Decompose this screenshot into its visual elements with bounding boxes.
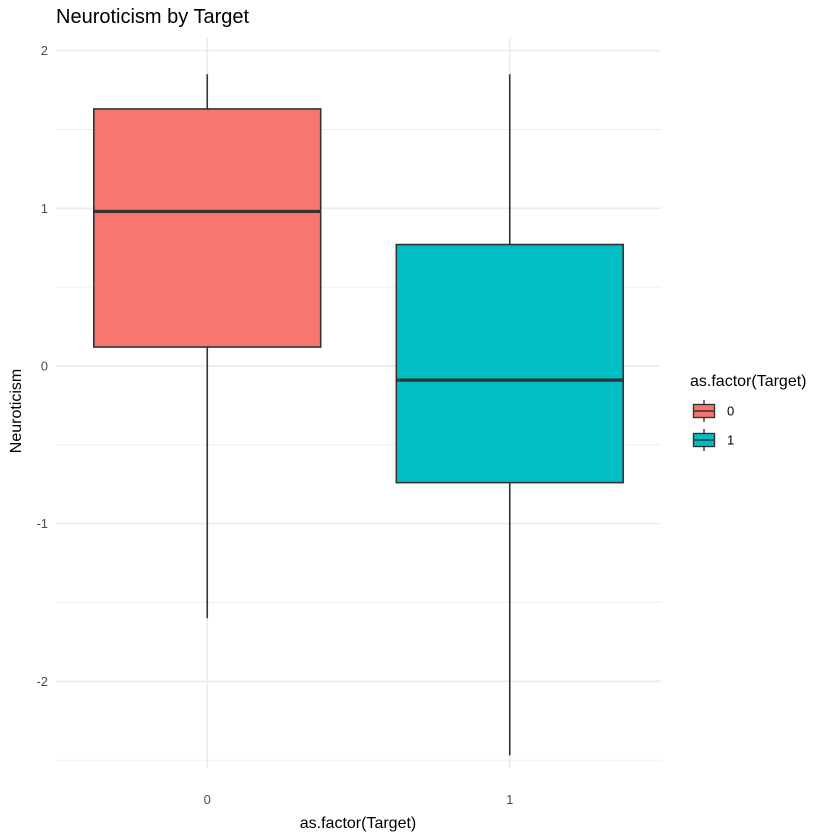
chart-title: Neuroticism by Target: [56, 6, 249, 28]
x-tick-label: 1: [506, 792, 513, 807]
legend-item-1: 1: [692, 429, 734, 451]
x-tick-label: 0: [204, 792, 211, 807]
legend-title: as.factor(Target): [690, 373, 806, 390]
y-axis-ticks: -2 -1 0 1 2: [36, 43, 48, 689]
box-0: [93, 74, 322, 619]
boxes-layer: [93, 74, 624, 756]
legend-label: 0: [727, 404, 734, 419]
legend-label: 1: [727, 433, 734, 448]
box-1: [395, 74, 624, 756]
y-tick-label: -1: [36, 516, 48, 531]
y-tick-label: 1: [41, 201, 48, 216]
iqr-box: [395, 243, 624, 484]
y-tick-label: 2: [41, 43, 48, 58]
y-tick-label: -2: [36, 674, 48, 689]
x-axis-title: as.factor(Target): [300, 815, 416, 832]
y-tick-label: 0: [41, 358, 48, 373]
y-axis-title: Neuroticism: [8, 369, 25, 453]
iqr-box: [93, 108, 322, 348]
legend: as.factor(Target) 0 1: [690, 373, 806, 451]
legend-item-0: 0: [692, 400, 734, 422]
